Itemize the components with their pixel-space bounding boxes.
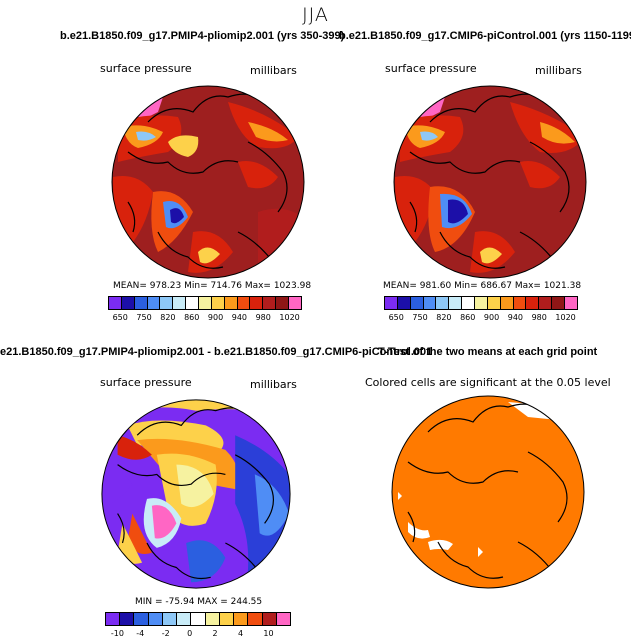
pmip-colorbar (108, 296, 302, 310)
colorbar-swatch (385, 297, 398, 309)
pmip-polar-map (111, 85, 305, 279)
colorbar-tick-label: 940 (231, 313, 248, 322)
diff-units-label: millibars (250, 378, 297, 391)
colorbar-swatch (109, 297, 122, 309)
colorbar-swatch (211, 297, 225, 309)
diff-variable-label: surface pressure (100, 376, 192, 389)
pmip-units-label: millibars (250, 64, 297, 77)
pictl-variable-label: surface pressure (385, 62, 477, 75)
pictl-stats: MEAN= 981.60 Min= 686.67 Max= 1021.38 (383, 281, 582, 291)
colorbar-swatch (250, 297, 264, 309)
colorbar-swatch (148, 613, 163, 625)
colorbar-tick-label: 650 (388, 313, 404, 322)
colorbar-swatch (205, 613, 220, 625)
colorbar-swatch (552, 297, 566, 309)
panel-title-sig: T-Test of the two means at each grid poi… (378, 346, 598, 358)
colorbar-swatch (237, 297, 251, 309)
sig-note-label: Colored cells are significant at the 0.0… (365, 376, 611, 389)
pictl-colorbar (384, 296, 578, 310)
colorbar-swatch (397, 297, 411, 309)
colorbar-swatch (191, 613, 206, 625)
sig-polar-map (391, 395, 585, 589)
colorbar-swatch (177, 613, 192, 625)
colorbar-swatch (449, 297, 463, 309)
colorbar-swatch (147, 297, 161, 309)
colorbar-swatch (262, 613, 277, 625)
colorbar-swatch (219, 613, 235, 625)
colorbar-tick-label: -10 (110, 629, 124, 638)
panel-title-pictl: b.e21.B1850.f09_g17.CMIP6-piControl.001 … (339, 30, 631, 42)
colorbar-tick-label: 980 (531, 313, 547, 322)
colorbar-swatch (410, 297, 424, 309)
diff-polar-map (101, 399, 291, 589)
colorbar-swatch (199, 297, 212, 309)
pictl-polar-map (393, 85, 587, 279)
colorbar-swatch (436, 297, 450, 309)
colorbar-tick-label: -2 (161, 629, 170, 638)
colorbar-swatch (276, 297, 290, 309)
colorbar-swatch (134, 613, 149, 625)
colorbar-tick-label: 940 (507, 313, 524, 322)
colorbar-tick-label: 900 (483, 313, 500, 322)
colorbar-tick-label: 1020 (555, 313, 576, 322)
colorbar-swatch (224, 297, 238, 309)
pmip-stats: MEAN= 978.23 Min= 714.76 Max= 1023.98 (113, 281, 312, 291)
colorbar-tick-label: 10 (263, 629, 274, 638)
colorbar-tick-label: 4 (237, 629, 244, 638)
colorbar-swatch (160, 297, 174, 309)
colorbar-swatch (487, 297, 501, 309)
diff-colorbar (105, 612, 291, 626)
colorbar-swatch (513, 297, 527, 309)
colorbar-tick-label: 750 (412, 313, 428, 322)
colorbar-swatch (173, 297, 187, 309)
colorbar-swatch (248, 613, 263, 625)
colorbar-swatch (289, 297, 301, 309)
colorbar-swatch (162, 613, 178, 625)
colorbar-tick-label: 860 (460, 313, 476, 322)
colorbar-tick-label: 2 (212, 629, 218, 638)
colorbar-swatch (500, 297, 514, 309)
colorbar-swatch (234, 613, 249, 625)
pictl-units-label: millibars (535, 64, 582, 77)
colorbar-swatch (121, 297, 135, 309)
colorbar-swatch (565, 297, 577, 309)
colorbar-swatch (526, 297, 540, 309)
colorbar-tick-label: 980 (255, 313, 271, 322)
colorbar-tick-label: 820 (160, 313, 176, 322)
colorbar-tick-label: 1020 (279, 313, 300, 322)
colorbar-tick-label: 820 (436, 313, 452, 322)
colorbar-swatch (120, 613, 135, 625)
colorbar-tick-label: 900 (207, 313, 224, 322)
pmip-variable-label: surface pressure (100, 62, 192, 75)
colorbar-swatch (276, 613, 291, 625)
colorbar-tick-label: 0 (187, 629, 193, 638)
panel-title-pmip: b.e21.B1850.f09_g17.PMIP4-pliomip2.001 (… (60, 30, 345, 42)
colorbar-swatch (539, 297, 553, 309)
panel-title-diff: e21.B1850.f09_g17.PMIP4-pliomip2.001 - b… (0, 346, 433, 358)
diff-stats: MIN = -75.94 MAX = 244.55 (135, 597, 263, 607)
colorbar-swatch (186, 297, 200, 309)
colorbar-swatch (263, 297, 277, 309)
colorbar-swatch (423, 297, 437, 309)
colorbar-swatch (134, 297, 148, 309)
figure-title: JJA (302, 4, 329, 26)
colorbar-swatch (475, 297, 488, 309)
colorbar-swatch (106, 613, 121, 625)
colorbar-swatch (462, 297, 476, 309)
colorbar-tick-label: 650 (112, 313, 128, 322)
colorbar-tick-label: 860 (184, 313, 200, 322)
colorbar-tick-label: 750 (136, 313, 152, 322)
colorbar-tick-label: -4 (136, 629, 145, 638)
